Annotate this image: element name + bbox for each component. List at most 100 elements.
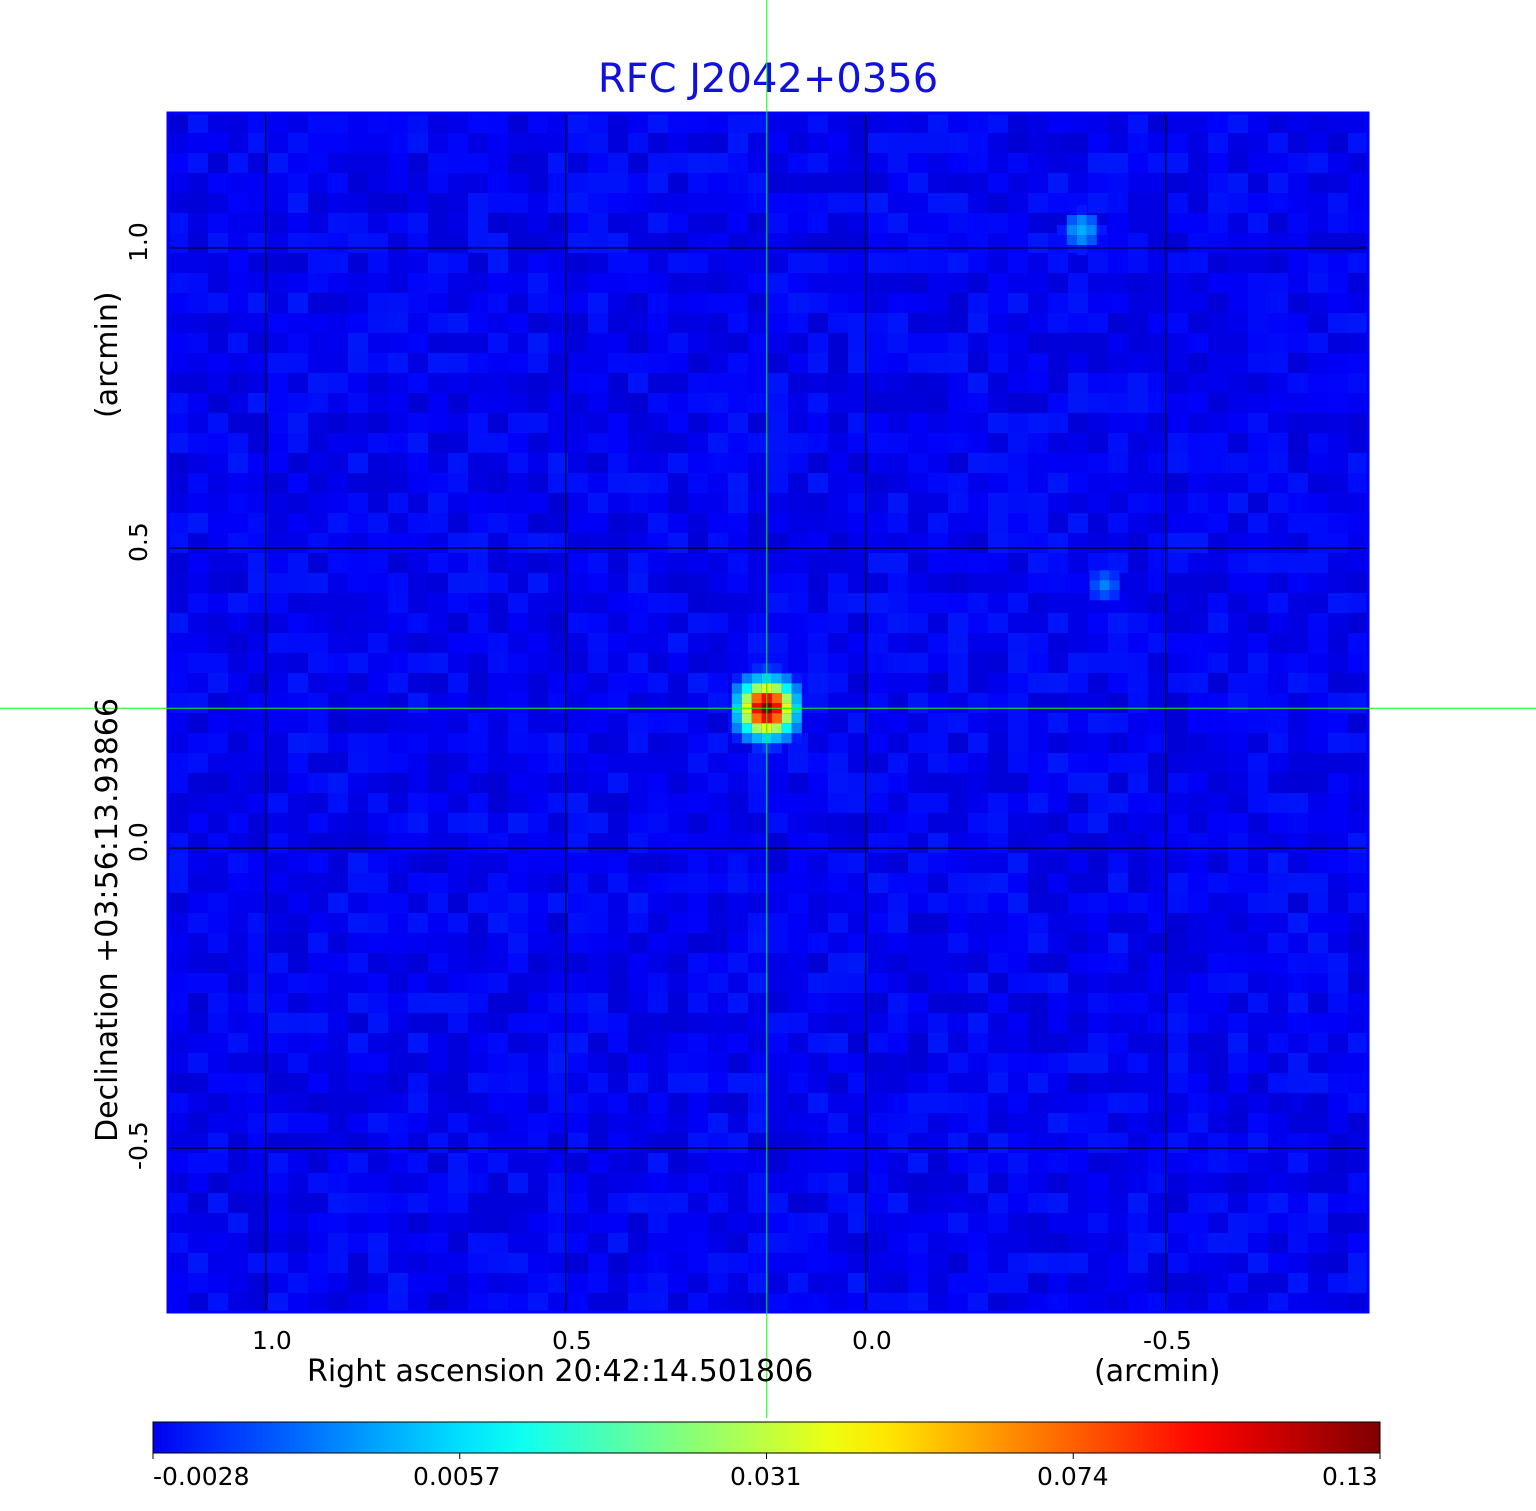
image-noise-pixel [248,933,268,953]
image-noise-pixel [1068,993,1088,1013]
image-noise-pixel [948,1053,968,1073]
image-noise-pixel [748,113,768,133]
image-noise-pixel [488,953,508,973]
image-noise-pixel [548,1213,568,1233]
image-noise-pixel [588,693,608,713]
image-noise-pixel [268,973,288,993]
image-noise-pixel [608,973,628,993]
image-noise-pixel [448,293,468,313]
image-noise-pixel [628,253,648,273]
image-noise-pixel [1248,873,1268,893]
image-noise-pixel [748,1033,768,1053]
image-noise-pixel [1048,353,1068,373]
image-noise-pixel [1128,1293,1148,1313]
image-noise-pixel [828,1153,848,1173]
image-noise-pixel [268,753,288,773]
image-noise-pixel [288,1153,308,1173]
image-noise-pixel [748,493,768,513]
image-noise-pixel [1148,973,1168,993]
image-noise-pixel [1228,613,1248,633]
image-noise-pixel [928,1173,948,1193]
image-noise-pixel [648,1293,668,1313]
image-noise-pixel [528,333,548,353]
image-noise-pixel [868,573,888,593]
image-noise-pixel [1028,133,1048,153]
image-noise-pixel [888,933,908,953]
image-noise-pixel [568,593,588,613]
image-noise-pixel [448,233,468,253]
image-noise-pixel [588,613,608,633]
image-noise-pixel [528,1233,548,1253]
image-noise-pixel [468,253,488,273]
image-noise-pixel [908,153,928,173]
image-noise-pixel [1308,1273,1328,1293]
image-noise-pixel [1248,1273,1268,1293]
image-noise-pixel [568,893,588,913]
image-noise-pixel [1208,773,1228,793]
image-noise-pixel [1208,453,1228,473]
image-noise-pixel [1248,473,1268,493]
image-noise-pixel [468,753,488,773]
image-noise-pixel [768,1133,788,1153]
image-noise-pixel [1228,153,1248,173]
image-noise-pixel [488,393,508,413]
image-noise-pixel [1068,1213,1088,1233]
image-noise-pixel [1288,233,1308,253]
image-noise-pixel [1228,873,1248,893]
image-noise-pixel [988,413,1008,433]
image-noise-pixel [508,1053,528,1073]
image-noise-pixel [1148,1273,1168,1293]
image-noise-pixel [228,413,248,433]
image-noise-pixel [168,673,188,693]
image-noise-pixel [588,473,608,493]
image-noise-pixel [668,153,688,173]
image-noise-pixel [1088,413,1108,433]
image-noise-pixel [748,533,768,553]
image-noise-pixel [408,1073,428,1093]
image-noise-pixel [948,793,968,813]
image-noise-pixel [288,213,308,233]
image-noise-pixel [1088,933,1108,953]
image-noise-pixel [628,413,648,433]
image-noise-pixel [1208,1053,1228,1073]
image-noise-pixel [168,633,188,653]
image-noise-pixel [868,273,888,293]
image-noise-pixel [1168,1253,1188,1273]
image-noise-pixel [248,833,268,853]
image-noise-pixel [708,1053,728,1073]
image-noise-pixel [988,553,1008,573]
image-noise-pixel [1088,1113,1108,1133]
image-noise-pixel [288,553,308,573]
image-noise-pixel [668,1273,688,1293]
image-noise-pixel [648,293,668,313]
image-noise-pixel [448,413,468,433]
image-noise-pixel [908,213,928,233]
source-pixel [731,723,742,734]
image-noise-pixel [608,733,628,753]
image-noise-pixel [1188,1173,1208,1193]
image-noise-pixel [1248,253,1268,273]
image-noise-pixel [1188,793,1208,813]
image-noise-pixel [548,733,568,753]
image-noise-pixel [1348,813,1368,833]
image-noise-pixel [1028,453,1048,473]
image-noise-pixel [1048,573,1068,593]
image-noise-pixel [1188,713,1208,733]
image-noise-pixel [568,1013,588,1033]
image-noise-pixel [1308,413,1328,433]
image-noise-pixel [528,533,548,553]
image-noise-pixel [888,1093,908,1113]
image-noise-pixel [648,193,668,213]
image-noise-pixel [1168,993,1188,1013]
image-noise-pixel [688,273,708,293]
image-noise-pixel [1068,153,1088,173]
image-noise-pixel [1268,1173,1288,1193]
image-noise-pixel [648,993,668,1013]
image-noise-pixel [988,873,1008,893]
image-noise-pixel [588,773,608,793]
image-noise-pixel [568,873,588,893]
image-noise-pixel [1288,933,1308,953]
source-pixel [1109,590,1120,601]
image-noise-pixel [1108,633,1128,653]
image-noise-pixel [828,1273,848,1293]
